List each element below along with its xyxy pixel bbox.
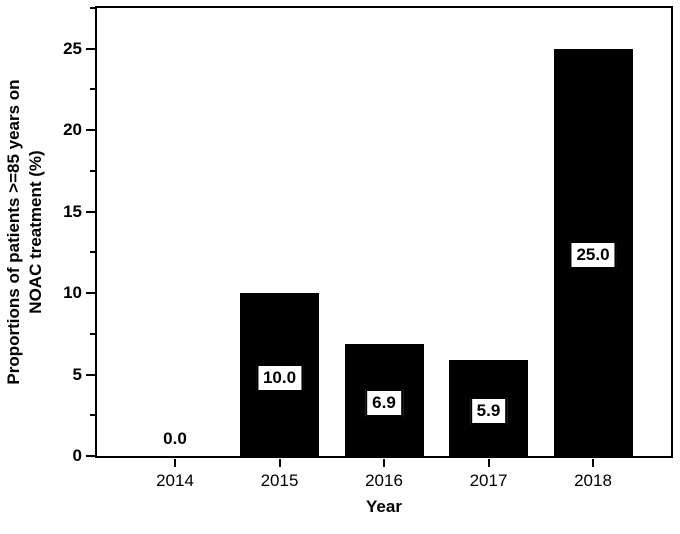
y-axis-tick-label: 5 [72,364,82,384]
y-axis-major-tick [86,292,96,294]
y-axis-major-tick [86,455,96,457]
y-axis-minor-tick [90,251,96,254]
y-axis-tick-label: 10 [63,283,82,302]
y-axis-minor-tick [90,169,96,172]
y-axis-major-tick [86,129,96,131]
y-axis-tick-label: 25 [63,38,82,58]
x-axis-tick-label: 2015 [260,471,299,490]
bar-value-label: 5.9 [469,396,508,425]
y-axis-title-line-2: NOAC treatment (%) [26,150,45,314]
y-axis-minor-tick [90,88,96,91]
bar-value-label: 6.9 [365,388,403,417]
x-axis-title: Year [366,497,402,516]
bar-value-label: 0.0 [163,429,187,448]
y-axis-title-line-1: Proportions of patients >=85 years on [4,79,23,385]
x-axis-tick-label: 2017 [469,471,508,490]
y-axis-major-tick [86,47,96,50]
x-axis-tick-label: 2018 [574,471,612,490]
y-axis-major-tick [86,373,96,376]
x-axis-tick [278,459,281,467]
y-axis-minor-tick [90,414,96,417]
x-axis-tick-label: 2014 [156,471,194,490]
x-axis-tick [592,459,594,467]
y-axis-minor-tick [90,6,96,9]
y-axis-tick-label: 0 [72,446,82,465]
y-axis-tick-label: 15 [63,201,82,221]
y-axis-minor-tick [90,332,96,335]
x-axis-tick-label: 2016 [365,471,403,490]
bar-value-label: 10.0 [255,363,304,392]
y-axis-major-tick [86,210,96,213]
bar-value-label: 25.0 [569,241,617,270]
y-axis-title: Proportions of patients >=85 years on NO… [3,7,47,457]
x-axis-tick [174,459,176,467]
x-axis-tick [383,459,385,467]
x-axis-tick [487,459,490,467]
y-axis-tick-label: 20 [63,120,82,139]
